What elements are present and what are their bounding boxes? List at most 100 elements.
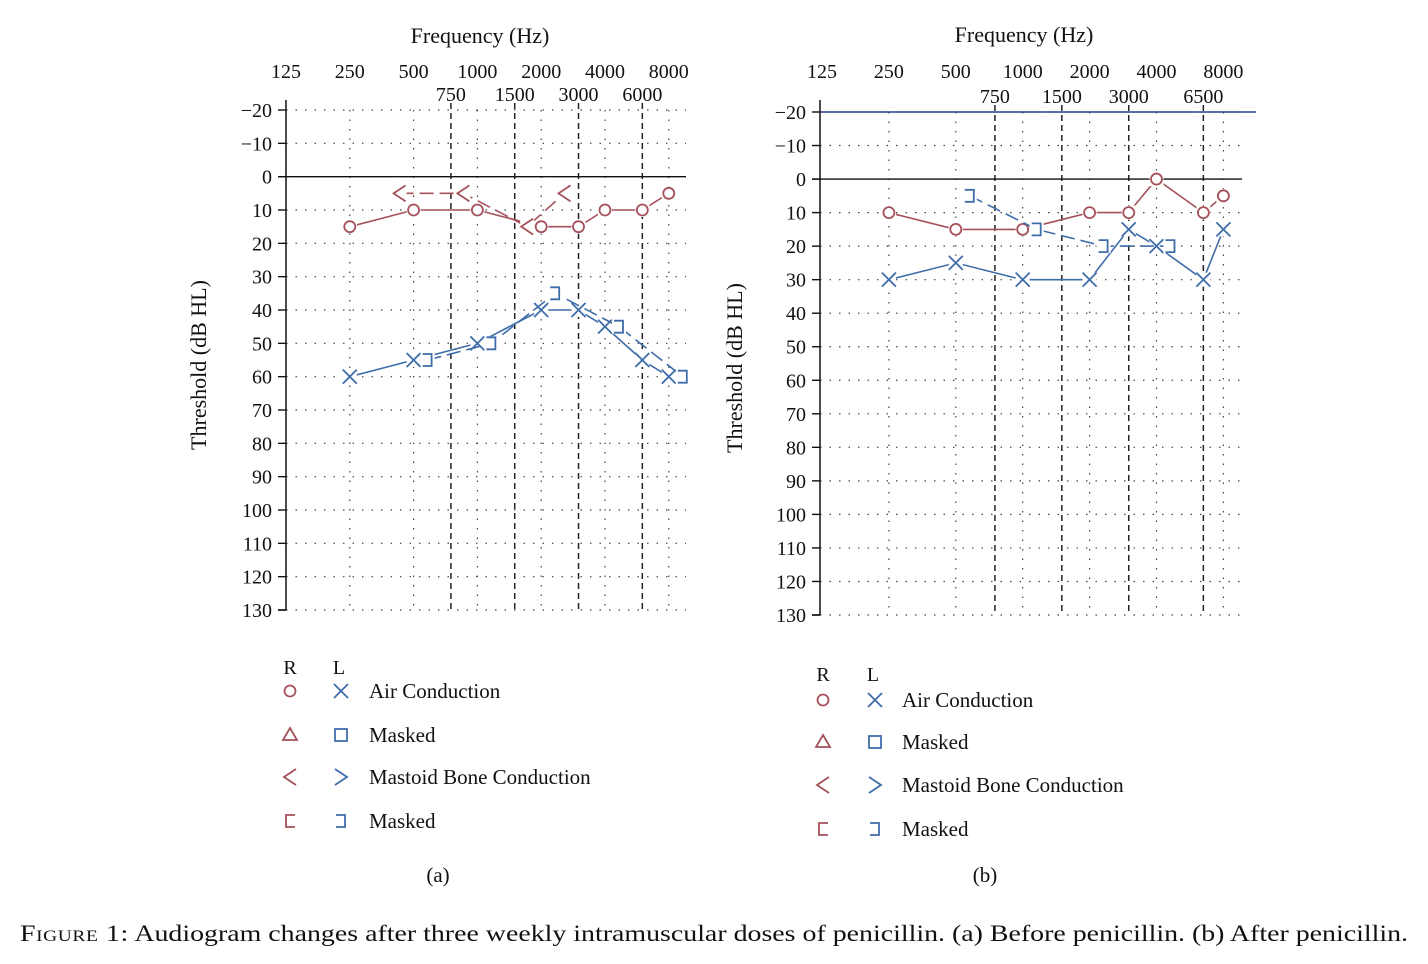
x-tick-label-mid-octave: 1500	[495, 84, 535, 106]
marker-backdrop	[392, 186, 407, 201]
data-point-right-less-than	[455, 184, 470, 203]
y-tick-label: 80	[786, 437, 806, 459]
x-tick-label-octave: 125	[271, 61, 301, 83]
y-tick-label: 20	[252, 233, 272, 255]
legend-label: Masked	[369, 809, 436, 833]
x-tick-label-octave: 4000	[1137, 61, 1177, 83]
data-point-right-less-than	[391, 184, 407, 203]
data-point-left-open-bracket-left	[677, 369, 688, 384]
figure-caption: Figure 1: Audiogram changes after three …	[20, 921, 1408, 946]
x-icon	[333, 683, 349, 699]
x-tick-label-mid-octave: 750	[980, 86, 1010, 108]
x-tick-label-mid-octave: 3000	[1109, 86, 1149, 108]
legend-label: Masked	[369, 723, 436, 747]
x-tick-label-mid-octave: 3000	[559, 84, 599, 106]
figure-caption-text: Audiogram changes after three weekly int…	[134, 921, 1408, 946]
data-point-right-circle	[1016, 222, 1030, 236]
x-tick-label-octave: 8000	[649, 61, 689, 83]
x-tick-label-octave: 1000	[457, 61, 497, 83]
marker-backdrop	[520, 219, 535, 234]
y-tick-label: 100	[776, 504, 806, 526]
data-point-right-less-than	[519, 217, 534, 236]
y-tick-label: 30	[786, 270, 806, 292]
y-tick-label: 70	[252, 400, 272, 422]
data-point-left-x	[1148, 238, 1165, 254]
y-tick-label: −10	[775, 136, 806, 158]
y-tick-label: 0	[262, 167, 272, 189]
y-tick-label: 110	[243, 533, 272, 555]
less-than-icon	[282, 768, 297, 786]
data-point-left-open-bracket-left	[614, 319, 624, 334]
legend-label: Air Conduction	[902, 688, 1034, 712]
data-point-right-circle	[1217, 189, 1230, 203]
data-point-left-x	[405, 352, 422, 368]
data-point-left-open-bracket-left	[486, 336, 497, 351]
y-tick-label: 70	[786, 404, 806, 426]
x-tick-label-octave: 1000	[1003, 61, 1043, 83]
y-tick-label: 110	[777, 538, 806, 560]
series-line-right-bone	[399, 192, 566, 228]
y-tick-label: 40	[786, 303, 806, 325]
square-icon	[868, 735, 882, 749]
panel-label-b: (b)	[973, 863, 998, 887]
less-than-icon	[815, 776, 830, 794]
y-tick-label: 50	[786, 337, 806, 359]
data-point-right-circle	[470, 203, 484, 217]
marker-backdrop	[557, 186, 572, 201]
legend-panel-a: R L Air Conduction Masked Mastoid Bone Condu…	[281, 657, 591, 833]
legend-label: Air Conduction	[369, 679, 501, 703]
data-point-right-circle	[572, 220, 585, 234]
data-point-right-circle	[407, 203, 421, 217]
legend-header-left: L	[333, 657, 345, 679]
marker-backdrop	[456, 186, 471, 201]
x-tick-label-mid-octave: 750	[436, 84, 466, 106]
data-point-left-x	[1195, 272, 1211, 288]
y-axis-title: Threshold (dB HL)	[722, 283, 747, 453]
data-point-left-open-bracket-left	[422, 353, 433, 367]
y-tick-label: 130	[242, 600, 272, 622]
legend-header-right: R	[816, 664, 830, 686]
legend-label: Mastoid Bone Conduction	[369, 765, 591, 789]
data-point-right-circle	[598, 203, 612, 217]
y-axis-title: Threshold (dB HL)	[186, 280, 211, 450]
y-tick-label: 80	[252, 433, 272, 455]
data-point-right-circle	[882, 206, 896, 220]
data-point-right-circle	[1150, 172, 1163, 186]
data-point-right-less-than	[556, 184, 572, 203]
x-tick-label-octave: 125	[807, 61, 837, 83]
open-bracket-left-icon	[336, 814, 346, 828]
greater-than-icon	[334, 768, 349, 786]
triangle-icon	[281, 726, 299, 741]
data-point-left-open-bracket-left	[1031, 222, 1042, 237]
y-tick-label: 130	[776, 605, 806, 627]
y-tick-label: 30	[252, 267, 272, 289]
x-tick-label-octave: 500	[399, 61, 429, 83]
data-point-right-circle	[1083, 206, 1096, 220]
x-tick-label-octave: 2000	[521, 61, 561, 83]
data-point-left-x	[1121, 221, 1137, 238]
greater-than-icon	[868, 776, 883, 794]
y-tick-label: −20	[241, 100, 272, 122]
y-tick-label: 40	[252, 300, 272, 322]
square-icon	[334, 728, 348, 742]
legend-label: Masked	[902, 730, 969, 754]
y-tick-label: −20	[775, 102, 806, 124]
series-line-right-air	[888, 178, 1224, 231]
legend-panel-b: R L Air Conduction Masked Mastoid Bone Condu…	[814, 664, 1124, 841]
data-point-left-x	[533, 302, 549, 318]
x-axis-title: Frequency (Hz)	[955, 22, 1094, 47]
x-tick-label-mid-octave: 6500	[1183, 86, 1223, 108]
x-axis-title: Frequency (Hz)	[411, 23, 550, 48]
data-point-right-circle	[949, 222, 963, 236]
audiogram-panel-b: −20 −10 0 10 20 30 40 50 60 70 80 90 100 110 120 130 125…	[722, 22, 1256, 627]
y-tick-label: −10	[241, 133, 272, 155]
data-point-right-circle	[662, 186, 676, 200]
y-tick-label: 120	[776, 571, 806, 593]
open-bracket-right-icon	[285, 814, 295, 828]
data-point-left-x	[1081, 272, 1098, 288]
data-point-left-x	[1215, 221, 1232, 238]
data-point-right-circle	[1122, 206, 1136, 220]
x-tick-label-octave: 500	[941, 61, 971, 83]
series-line-left-bone-masked	[969, 195, 1171, 247]
